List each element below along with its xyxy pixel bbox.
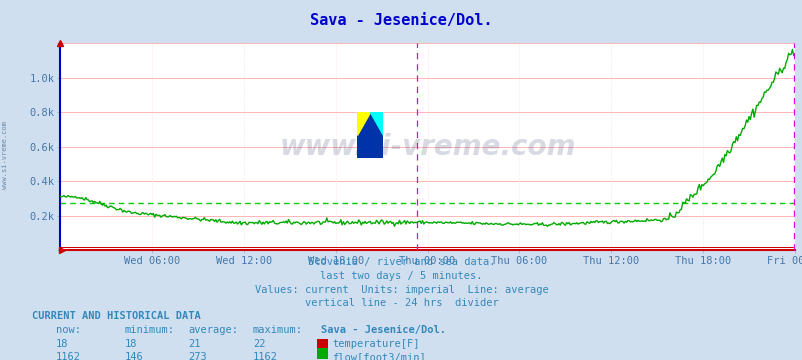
- Text: now:: now:: [56, 325, 81, 335]
- Text: www.si-vreme.com: www.si-vreme.com: [279, 133, 575, 161]
- Text: 273: 273: [188, 352, 207, 360]
- Text: 21: 21: [188, 339, 201, 349]
- Text: temperature[F]: temperature[F]: [332, 339, 419, 349]
- Text: maximum:: maximum:: [253, 325, 302, 335]
- Text: flow[foot3/min]: flow[foot3/min]: [332, 352, 426, 360]
- Text: 1162: 1162: [253, 352, 277, 360]
- Text: 146: 146: [124, 352, 143, 360]
- Text: 18: 18: [56, 339, 69, 349]
- Text: Slovenia / river and sea data.: Slovenia / river and sea data.: [307, 257, 495, 267]
- Polygon shape: [357, 112, 370, 135]
- Polygon shape: [370, 112, 383, 135]
- Text: 1162: 1162: [56, 352, 81, 360]
- Text: last two days / 5 minutes.: last two days / 5 minutes.: [320, 271, 482, 281]
- Text: average:: average:: [188, 325, 238, 335]
- Text: CURRENT AND HISTORICAL DATA: CURRENT AND HISTORICAL DATA: [32, 311, 200, 321]
- Text: Sava - Jesenice/Dol.: Sava - Jesenice/Dol.: [321, 325, 446, 335]
- Text: vertical line - 24 hrs  divider: vertical line - 24 hrs divider: [304, 298, 498, 309]
- Text: 18: 18: [124, 339, 137, 349]
- Polygon shape: [357, 112, 383, 158]
- Text: 22: 22: [253, 339, 265, 349]
- Text: Sava - Jesenice/Dol.: Sava - Jesenice/Dol.: [310, 13, 492, 28]
- Text: minimum:: minimum:: [124, 325, 174, 335]
- Text: www.si-vreme.com: www.si-vreme.com: [2, 121, 8, 189]
- Text: Values: current  Units: imperial  Line: average: Values: current Units: imperial Line: av…: [254, 285, 548, 295]
